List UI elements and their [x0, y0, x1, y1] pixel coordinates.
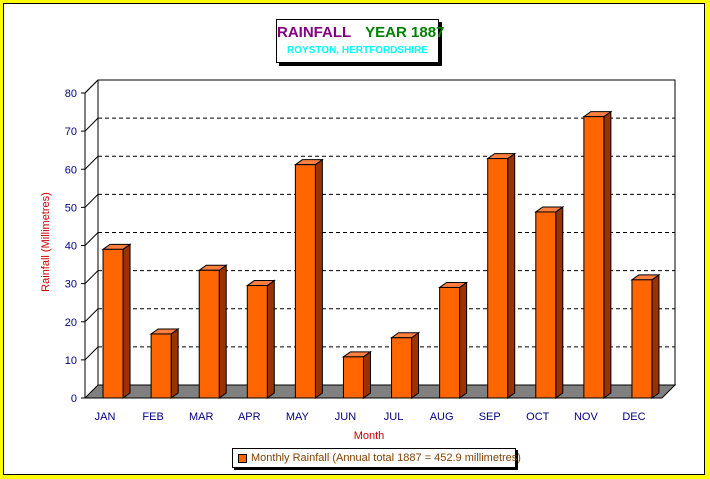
bar: [535, 211, 557, 399]
bar: [150, 333, 172, 399]
gridline-side: [84, 232, 99, 246]
x-axis-label: Month: [354, 430, 385, 442]
gridline-side: [84, 79, 99, 94]
bar: [391, 337, 413, 399]
y-tick-label: 70: [65, 126, 77, 138]
bar: [342, 356, 364, 399]
x-tick-label: OCT: [526, 411, 550, 423]
chart-title: RAINFALL YEAR 1887: [277, 24, 444, 41]
y-tick-label: 40: [65, 241, 77, 253]
bar-side: [651, 273, 660, 399]
bar: [102, 248, 124, 399]
bar-side: [555, 205, 564, 399]
gridline-side: [84, 308, 99, 323]
y-tick-label: 20: [65, 317, 77, 329]
x-tick-label: APR: [238, 411, 261, 423]
y-axis-label: Rainfall (Millimetres): [40, 192, 52, 292]
bar: [583, 116, 605, 399]
gridline-side: [84, 270, 99, 284]
bar: [631, 279, 653, 399]
bar-side: [266, 279, 275, 399]
gridline-side: [84, 194, 99, 208]
bar-side: [459, 281, 468, 399]
legend: Monthly Rainfall (Annual total 1887 = 45…: [232, 448, 521, 468]
gridline-side: [84, 155, 99, 170]
gridline-side: [84, 346, 99, 361]
y-tick-label: 50: [65, 202, 77, 214]
bar: [294, 164, 316, 399]
y-tick-label: 30: [65, 279, 77, 291]
gridline-side: [84, 117, 99, 132]
y-tick-label: 10: [65, 355, 77, 367]
x-tick-label: SEP: [479, 411, 501, 423]
bar-side: [411, 331, 420, 399]
bar: [487, 158, 509, 399]
bar-side: [603, 110, 612, 399]
x-tick-label: JUN: [335, 411, 356, 423]
bar-side: [507, 152, 516, 399]
y-tick-label: 0: [71, 393, 77, 405]
bar: [246, 285, 268, 399]
x-tick-label: JUL: [384, 411, 404, 423]
title-box: RAINFALL YEAR 1887 ROYSTON, HERTFORDSHIRE: [276, 19, 444, 63]
x-tick-label: AUG: [430, 411, 454, 423]
legend-label: Monthly Rainfall (Annual total 1887 = 45…: [251, 452, 521, 464]
x-tick-label: JAN: [95, 411, 116, 423]
x-tick-label: NOV: [574, 411, 599, 423]
bar-side: [362, 350, 371, 399]
legend-swatch: [238, 453, 247, 463]
y-tick-label: 60: [65, 164, 77, 176]
chart-title-year: YEAR 1887: [365, 24, 445, 41]
chart-subtitle: ROYSTON, HERTFORDSHIRE: [287, 45, 428, 56]
bar-side: [314, 158, 323, 399]
bar-side: [122, 243, 131, 399]
bar-side: [170, 327, 179, 399]
chart-title-main: RAINFALL: [277, 24, 352, 41]
y-tick-label: 80: [65, 88, 77, 100]
bar: [439, 286, 461, 399]
bar-side: [218, 264, 227, 399]
x-tick-label: MAR: [189, 411, 214, 423]
x-tick-label: DEC: [622, 411, 645, 423]
x-tick-label: FEB: [142, 411, 163, 423]
bar: [198, 269, 220, 399]
x-tick-label: MAY: [286, 411, 310, 423]
